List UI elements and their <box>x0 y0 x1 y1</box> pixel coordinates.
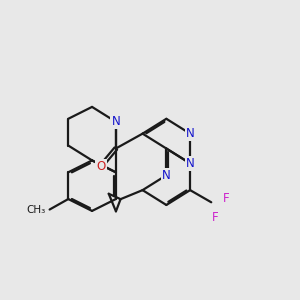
Text: N: N <box>162 169 171 182</box>
Text: N: N <box>111 115 120 128</box>
Text: F: F <box>212 211 219 224</box>
Text: N: N <box>186 127 194 140</box>
Text: N: N <box>186 157 194 170</box>
Text: O: O <box>96 160 106 173</box>
Text: CH₃: CH₃ <box>26 205 45 214</box>
Text: F: F <box>224 192 230 205</box>
